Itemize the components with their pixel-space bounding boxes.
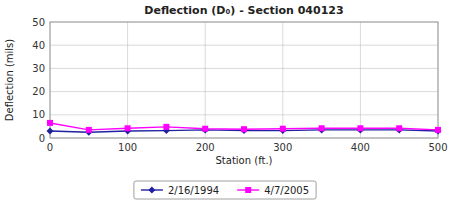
x-tick-label: 400: [351, 142, 370, 153]
grid-line: [205, 22, 206, 138]
x-axis-label: Station (ft.): [216, 155, 273, 166]
chart: Deflection (D₀) - Section 040123 0 10 20 30 4…: [0, 0, 450, 206]
y-tick-label: 40: [32, 40, 45, 51]
y-axis-label: Deflection (mils): [4, 39, 15, 122]
data-point: [47, 128, 54, 135]
markers: [47, 120, 442, 136]
x-tick-label: 300: [273, 142, 292, 153]
y-tick-label: 50: [32, 17, 45, 28]
legend-item: 2/16/1994: [141, 185, 219, 196]
grid-line: [360, 22, 361, 138]
legend-marker: [148, 187, 155, 194]
grid-line: [50, 45, 438, 46]
x-tick-label: 100: [118, 142, 137, 153]
data-point: [86, 127, 92, 133]
data-point: [125, 125, 131, 131]
data-point: [357, 125, 363, 131]
data-point: [319, 125, 325, 131]
data-point: [396, 125, 402, 131]
legend-item: 4/7/2005: [237, 185, 309, 196]
y-tick-label: 0: [39, 133, 45, 144]
grid-line: [127, 22, 128, 138]
x-tick-label: 200: [196, 142, 215, 153]
data-point: [435, 127, 441, 133]
y-tick-label: 30: [32, 63, 45, 74]
data-point: [47, 120, 53, 126]
plot-frame: [50, 22, 438, 138]
legend-frame: [134, 181, 316, 199]
y-tick-label: 20: [32, 86, 45, 97]
data-point: [202, 126, 208, 132]
lines: [50, 123, 438, 132]
legend-marker: [245, 187, 251, 193]
data-point: [202, 126, 209, 133]
data-point: [435, 128, 442, 135]
grid-line: [50, 114, 438, 115]
x-tick-label: 0: [47, 142, 53, 153]
data-point: [241, 126, 247, 132]
data-point: [241, 127, 248, 134]
x-tick-label: 500: [428, 142, 447, 153]
legend: 2/16/1994 4/7/2005: [134, 181, 316, 199]
data-point: [280, 126, 286, 132]
data-point: [163, 124, 169, 130]
legend-label: 2/16/1994: [168, 185, 219, 196]
grid-line: [282, 22, 283, 138]
title: Deflection (D₀) - Section 040123: [144, 4, 343, 17]
grid-line: [50, 91, 438, 92]
grid-line: [50, 68, 438, 69]
grid: [50, 22, 438, 138]
y-tick-label: 10: [32, 109, 45, 120]
legend-label: 4/7/2005: [264, 185, 309, 196]
